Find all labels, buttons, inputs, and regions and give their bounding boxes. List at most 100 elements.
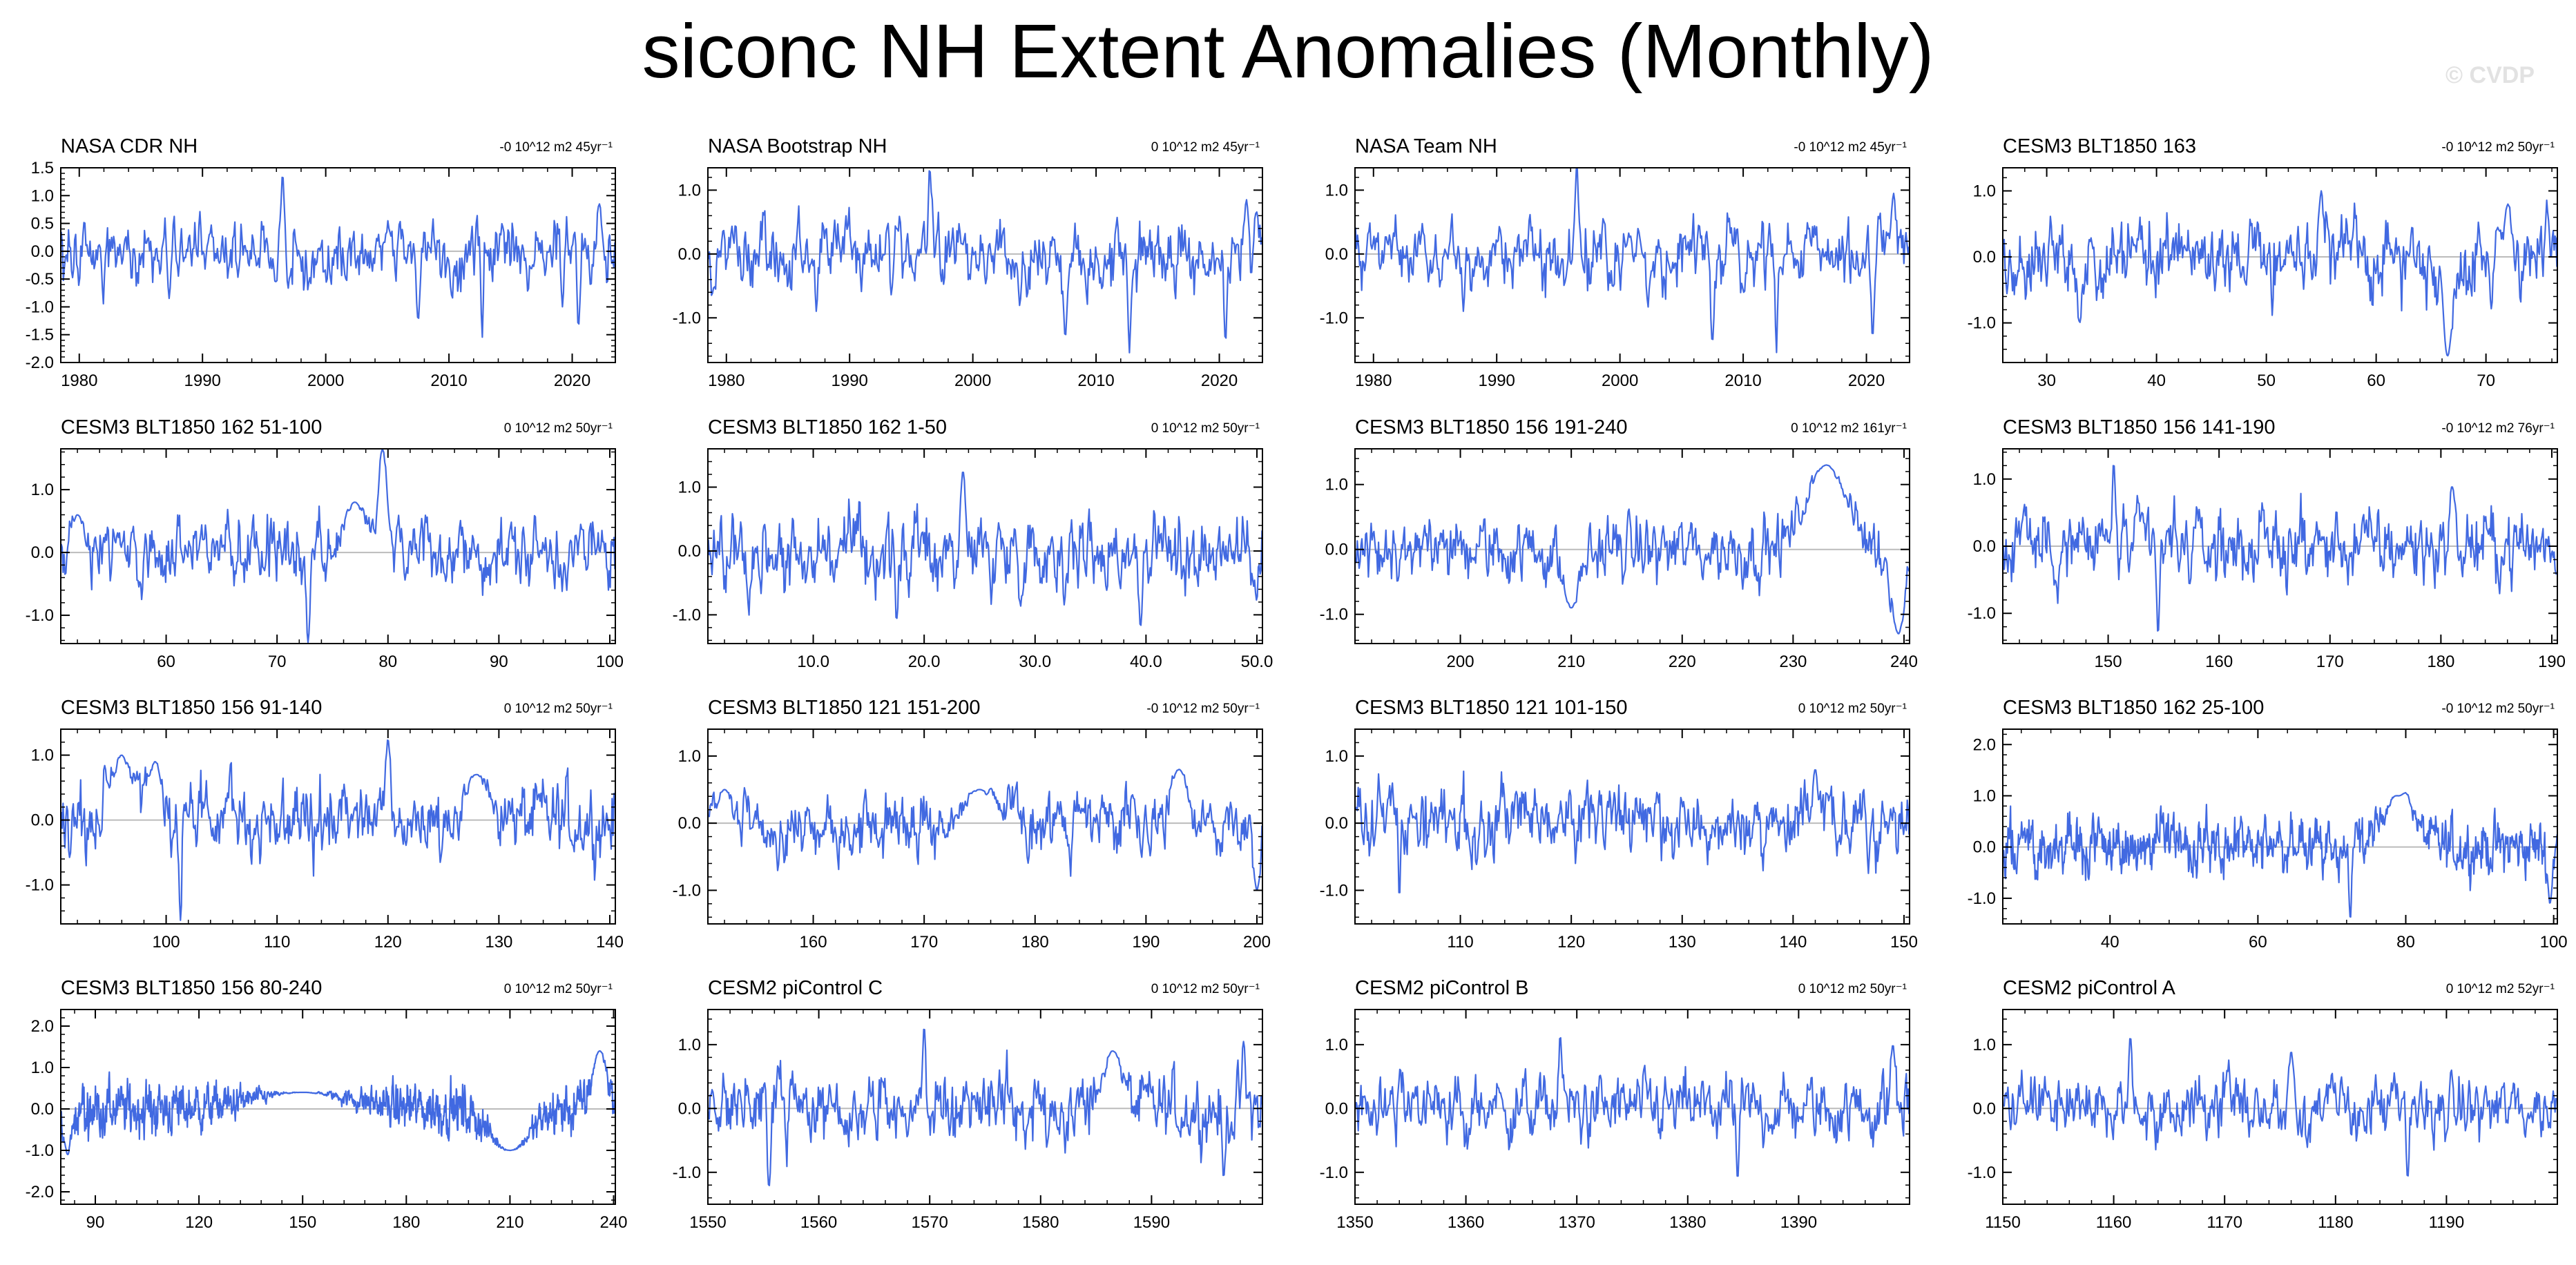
y-tick-label: 1.0 <box>1325 1036 1348 1054</box>
y-tick-label: 0.0 <box>31 543 54 562</box>
series-line <box>1354 168 1910 354</box>
x-tick-label: 240 <box>1890 653 1918 671</box>
x-tick-label: 100 <box>2540 933 2568 952</box>
y-tick-label: -1.0 <box>26 876 54 895</box>
x-tick-label: 210 <box>1557 653 1585 671</box>
panel-5: CESM3 BLT1850 162 51-100 0 10^12 m2 50yr⁻… <box>26 416 624 671</box>
x-tick-label: 190 <box>1132 933 1160 952</box>
plot-frame <box>60 1009 616 1205</box>
panel-title: CESM3 BLT1850 121 101-150 <box>1355 697 1627 719</box>
panel-3: NASA Team NH -0 10^12 m2 45yr⁻¹ 1.0 0.0 -1.0… <box>1320 135 1910 390</box>
plot-frame <box>707 1009 1263 1205</box>
y-tick-label: 0.0 <box>1325 541 1348 559</box>
plot-frame <box>1354 448 1910 644</box>
x-tick-label: 1150 <box>1985 1213 2021 1232</box>
x-tick-label: 2000 <box>954 371 991 390</box>
panel-trend: 0 10^12 m2 161yr⁻¹ <box>1791 421 1907 436</box>
panel-title: CESM3 BLT1850 121 151-200 <box>708 697 980 719</box>
x-tick-label: 40 <box>2101 933 2120 952</box>
y-tick-label: 0.0 <box>1973 1099 1996 1118</box>
panel-title: CESM2 piControl C <box>708 977 883 999</box>
x-tick-label: 90 <box>490 653 508 671</box>
x-tick-label: 120 <box>185 1213 213 1232</box>
x-tick-label: 1990 <box>1479 371 1515 390</box>
x-tick-label: 170 <box>2316 653 2344 671</box>
panel-trend: 0 10^12 m2 50yr⁻¹ <box>1151 421 1260 436</box>
series-line <box>60 176 616 338</box>
x-tick-label: 1390 <box>1780 1213 1817 1232</box>
y-tick-label: 1.0 <box>1325 181 1348 200</box>
panel-6: CESM3 BLT1850 162 1-50 0 10^12 m2 50yr⁻¹ 1… <box>673 416 1273 671</box>
panel-title: CESM3 BLT1850 156 91-140 <box>61 697 322 719</box>
x-tick-label: 150 <box>1890 933 1918 952</box>
y-tick-label: 1.5 <box>31 159 54 177</box>
x-tick-label: 180 <box>1021 933 1049 952</box>
y-tick-label: 1.0 <box>1973 182 1996 200</box>
y-tick-label: -1.0 <box>26 1141 54 1160</box>
panel-title: CESM3 BLT1850 162 51-100 <box>61 416 322 438</box>
plot-frame <box>707 728 1263 925</box>
x-tick-label: 40.0 <box>1130 653 1162 671</box>
panel-9: CESM3 BLT1850 156 91-140 0 10^12 m2 50yr⁻… <box>26 697 624 952</box>
y-tick-label: 0.0 <box>1325 245 1348 264</box>
panel-title: CESM3 BLT1850 162 1-50 <box>708 416 947 438</box>
panel-trend: 0 10^12 m2 50yr⁻¹ <box>504 702 613 716</box>
panel-16: CESM2 piControl A 0 10^12 m2 52yr⁻¹ 1.0 0.0… <box>1968 977 2558 1232</box>
y-tick-label: -1.5 <box>26 326 54 345</box>
y-tick-label: 0.0 <box>31 811 54 830</box>
x-tick-label: 180 <box>392 1213 420 1232</box>
x-tick-label: 230 <box>1779 653 1807 671</box>
panel-8: CESM3 BLT1850 156 141-190 -0 10^12 m2 76y… <box>1968 416 2566 671</box>
y-tick-label: -1.0 <box>673 606 701 624</box>
panel-title: CESM3 BLT1850 162 25-100 <box>2003 697 2264 719</box>
series-line <box>60 739 616 921</box>
panel-15: CESM2 piControl B 0 10^12 m2 50yr⁻¹ 1.0 0.0… <box>1320 977 1910 1232</box>
panel-title: NASA Bootstrap NH <box>708 135 887 157</box>
y-tick-label: -1.0 <box>1320 606 1348 624</box>
y-tick-label: 0.0 <box>31 242 54 261</box>
y-tick-label: 1.0 <box>1973 786 1996 805</box>
cvdp-watermark: © CVDP <box>2445 62 2535 88</box>
x-tick-label: 150 <box>289 1213 316 1232</box>
y-tick-label: -1.0 <box>26 606 54 625</box>
x-tick-label: 1570 <box>912 1213 948 1232</box>
series-line <box>707 471 1263 626</box>
x-tick-label: 210 <box>496 1213 523 1232</box>
y-tick-label: -2.0 <box>26 354 54 372</box>
plot-frame <box>707 167 1263 363</box>
y-tick-label: -1.0 <box>1320 881 1348 900</box>
x-tick-label: 1560 <box>800 1213 837 1232</box>
y-tick-label: 1.0 <box>678 181 701 200</box>
x-tick-label: 50.0 <box>1241 653 1273 671</box>
x-tick-label: 1980 <box>1355 371 1392 390</box>
x-tick-label: 1990 <box>832 371 868 390</box>
x-tick-label: 2010 <box>1077 371 1114 390</box>
panel-4: CESM3 BLT1850 163 -0 10^12 m2 50yr⁻¹ 1.0 0.… <box>1968 135 2558 390</box>
series-line <box>1354 769 1910 894</box>
x-tick-label: 200 <box>1447 653 1474 671</box>
y-tick-label: -1.0 <box>1968 1163 1996 1182</box>
x-tick-label: 1180 <box>2318 1213 2354 1232</box>
x-tick-label: 170 <box>910 933 938 952</box>
y-tick-label: 0.0 <box>1325 1099 1348 1118</box>
x-tick-label: 70 <box>2477 371 2495 390</box>
x-tick-label: 10.0 <box>797 653 829 671</box>
series-line <box>2002 791 2558 918</box>
x-tick-label: 220 <box>1669 653 1696 671</box>
panel-13: CESM3 BLT1850 156 80-240 0 10^12 m2 50yr⁻… <box>26 977 628 1232</box>
x-tick-label: 60 <box>157 653 175 671</box>
x-tick-label: 240 <box>599 1213 627 1232</box>
y-tick-label: 1.0 <box>31 746 54 765</box>
x-tick-label: 150 <box>2095 653 2122 671</box>
panel-title: CESM2 piControl B <box>1355 977 1528 999</box>
x-tick-label: 2020 <box>1201 371 1238 390</box>
panel-trend: -0 10^12 m2 45yr⁻¹ <box>499 140 613 155</box>
x-tick-label: 130 <box>485 933 512 952</box>
x-tick-label: 2000 <box>307 371 344 390</box>
y-tick-label: -1.0 <box>26 298 54 316</box>
panel-1: NASA CDR NH -0 10^12 m2 45yr⁻¹ 1.5 1.0 0.5 0.… <box>26 135 616 390</box>
x-tick-label: 30.0 <box>1019 653 1051 671</box>
series-line <box>708 769 1263 891</box>
panel-trend: 0 10^12 m2 50yr⁻¹ <box>504 421 613 436</box>
plot-frame <box>60 448 616 644</box>
